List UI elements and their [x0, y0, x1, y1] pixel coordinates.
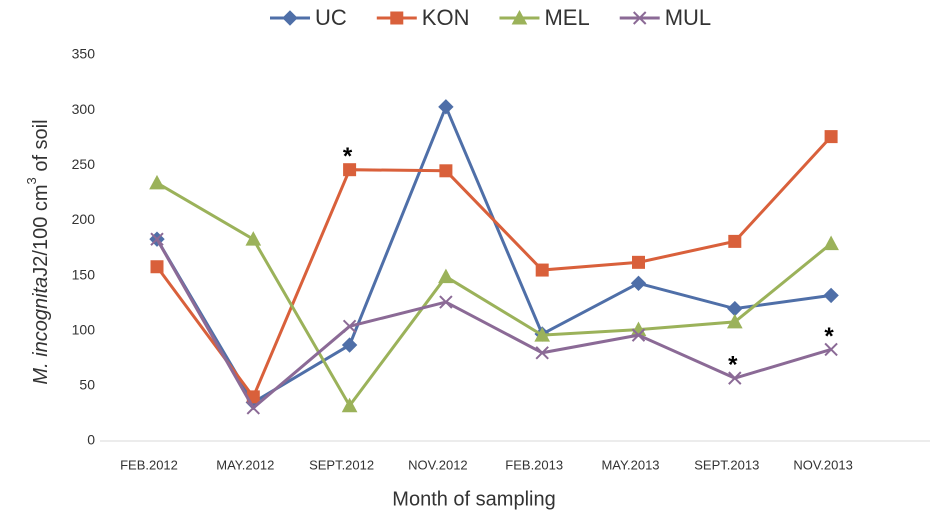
marker — [631, 328, 646, 342]
marker — [282, 10, 298, 26]
marker — [511, 9, 528, 25]
marker — [535, 263, 549, 277]
marker — [726, 313, 743, 329]
marker — [341, 337, 358, 353]
x-tick-label: FEB.2013 — [505, 457, 563, 472]
y-axis-title: M. incognitaJ2/100 cm3 of soil — [24, 119, 52, 384]
marker — [823, 235, 839, 251]
marker — [534, 327, 551, 342]
marker — [150, 260, 164, 274]
annotation: * — [824, 323, 834, 350]
marker — [246, 401, 261, 415]
y-tick-label: 50 — [79, 377, 95, 393]
legend-label: MUL — [665, 5, 711, 30]
marker — [341, 397, 358, 413]
legend-label: MEL — [544, 5, 589, 30]
legend-label: KON — [422, 5, 470, 30]
y-title-part: of soil — [30, 119, 52, 177]
x-tick-label: SEPT.2013 — [694, 457, 759, 472]
marker — [728, 234, 742, 248]
y-tick-label: 150 — [72, 266, 96, 282]
marker — [438, 99, 454, 115]
series-line — [155, 135, 833, 400]
marker — [149, 174, 165, 190]
annotation: * — [343, 143, 353, 170]
marker — [824, 130, 838, 144]
y-tick-label: 100 — [72, 321, 96, 337]
marker — [342, 319, 357, 334]
y-title-sup: 3 — [24, 177, 39, 184]
legend-label: UC — [315, 5, 347, 30]
y-title-part: M. incognita — [30, 277, 52, 385]
marker — [728, 371, 742, 385]
x-tick-label: MAY.2012 — [216, 457, 274, 472]
y-tick-label: 300 — [72, 101, 96, 117]
marker — [390, 11, 404, 25]
y-title-part: J2/100 cm — [30, 184, 52, 276]
y-tick-label: 0 — [87, 432, 95, 448]
annotation: * — [728, 351, 738, 378]
marker — [535, 346, 549, 360]
marker — [439, 295, 453, 309]
x-axis-title: Month of sampling — [392, 488, 555, 510]
x-tick-label: SEPT.2012 — [309, 457, 374, 472]
marker — [632, 255, 645, 269]
x-tick-label: NOV.2013 — [793, 457, 853, 472]
marker — [343, 163, 357, 177]
y-tick-label: 350 — [72, 46, 96, 62]
marker — [823, 287, 839, 304]
y-tick-label: 250 — [72, 156, 96, 172]
marker — [727, 300, 743, 317]
marker — [633, 11, 647, 25]
series-line — [155, 238, 832, 411]
y-tick-label: 200 — [72, 211, 96, 227]
marker — [150, 232, 164, 246]
x-tick-label: NOV.2012 — [408, 457, 468, 472]
marker — [824, 342, 838, 357]
x-tick-label: MAY.2013 — [601, 457, 659, 472]
marker — [245, 231, 262, 246]
marker — [439, 164, 453, 178]
x-tick-label: FEB.2012 — [120, 457, 178, 472]
marker — [630, 275, 647, 291]
marker — [438, 268, 454, 284]
series-line — [156, 181, 833, 409]
